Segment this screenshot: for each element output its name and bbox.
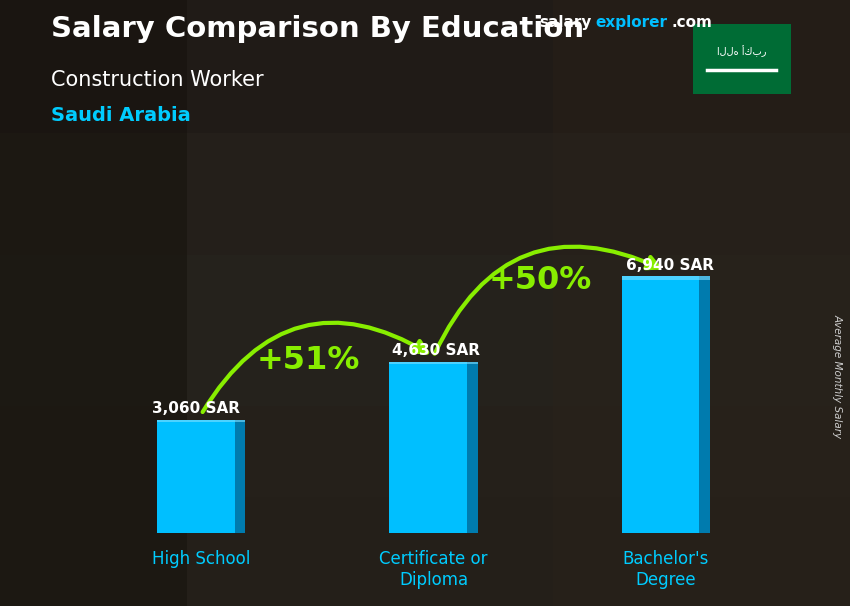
Bar xyxy=(157,420,246,533)
Bar xyxy=(700,276,710,533)
Text: Average Monthly Salary: Average Monthly Salary xyxy=(832,314,842,438)
Text: .com: .com xyxy=(672,15,712,30)
Bar xyxy=(0,0,850,133)
Text: Construction Worker: Construction Worker xyxy=(51,70,264,90)
Bar xyxy=(0,0,187,606)
Text: Salary Comparison By Education: Salary Comparison By Education xyxy=(51,15,584,43)
Text: الله أكبر: الله أكبر xyxy=(717,45,767,56)
Text: Saudi Arabia: Saudi Arabia xyxy=(51,106,190,125)
Text: 4,630 SAR: 4,630 SAR xyxy=(392,343,479,358)
Bar xyxy=(0,255,850,406)
Bar xyxy=(235,420,246,533)
Bar xyxy=(157,420,246,422)
Bar xyxy=(389,362,478,533)
Bar xyxy=(552,0,850,606)
Bar xyxy=(0,133,850,255)
Bar xyxy=(467,362,478,533)
Text: +50%: +50% xyxy=(489,265,592,296)
Text: salary: salary xyxy=(540,15,592,30)
Bar xyxy=(389,362,478,364)
Text: explorer: explorer xyxy=(595,15,667,30)
Text: +51%: +51% xyxy=(257,345,360,376)
Bar xyxy=(0,497,850,606)
Bar xyxy=(621,276,710,533)
FancyArrowPatch shape xyxy=(434,247,659,354)
Text: 6,940 SAR: 6,940 SAR xyxy=(626,258,714,273)
Text: 3,060 SAR: 3,060 SAR xyxy=(152,401,241,416)
Bar xyxy=(0,406,850,497)
Bar xyxy=(621,276,710,280)
FancyArrowPatch shape xyxy=(202,322,427,412)
